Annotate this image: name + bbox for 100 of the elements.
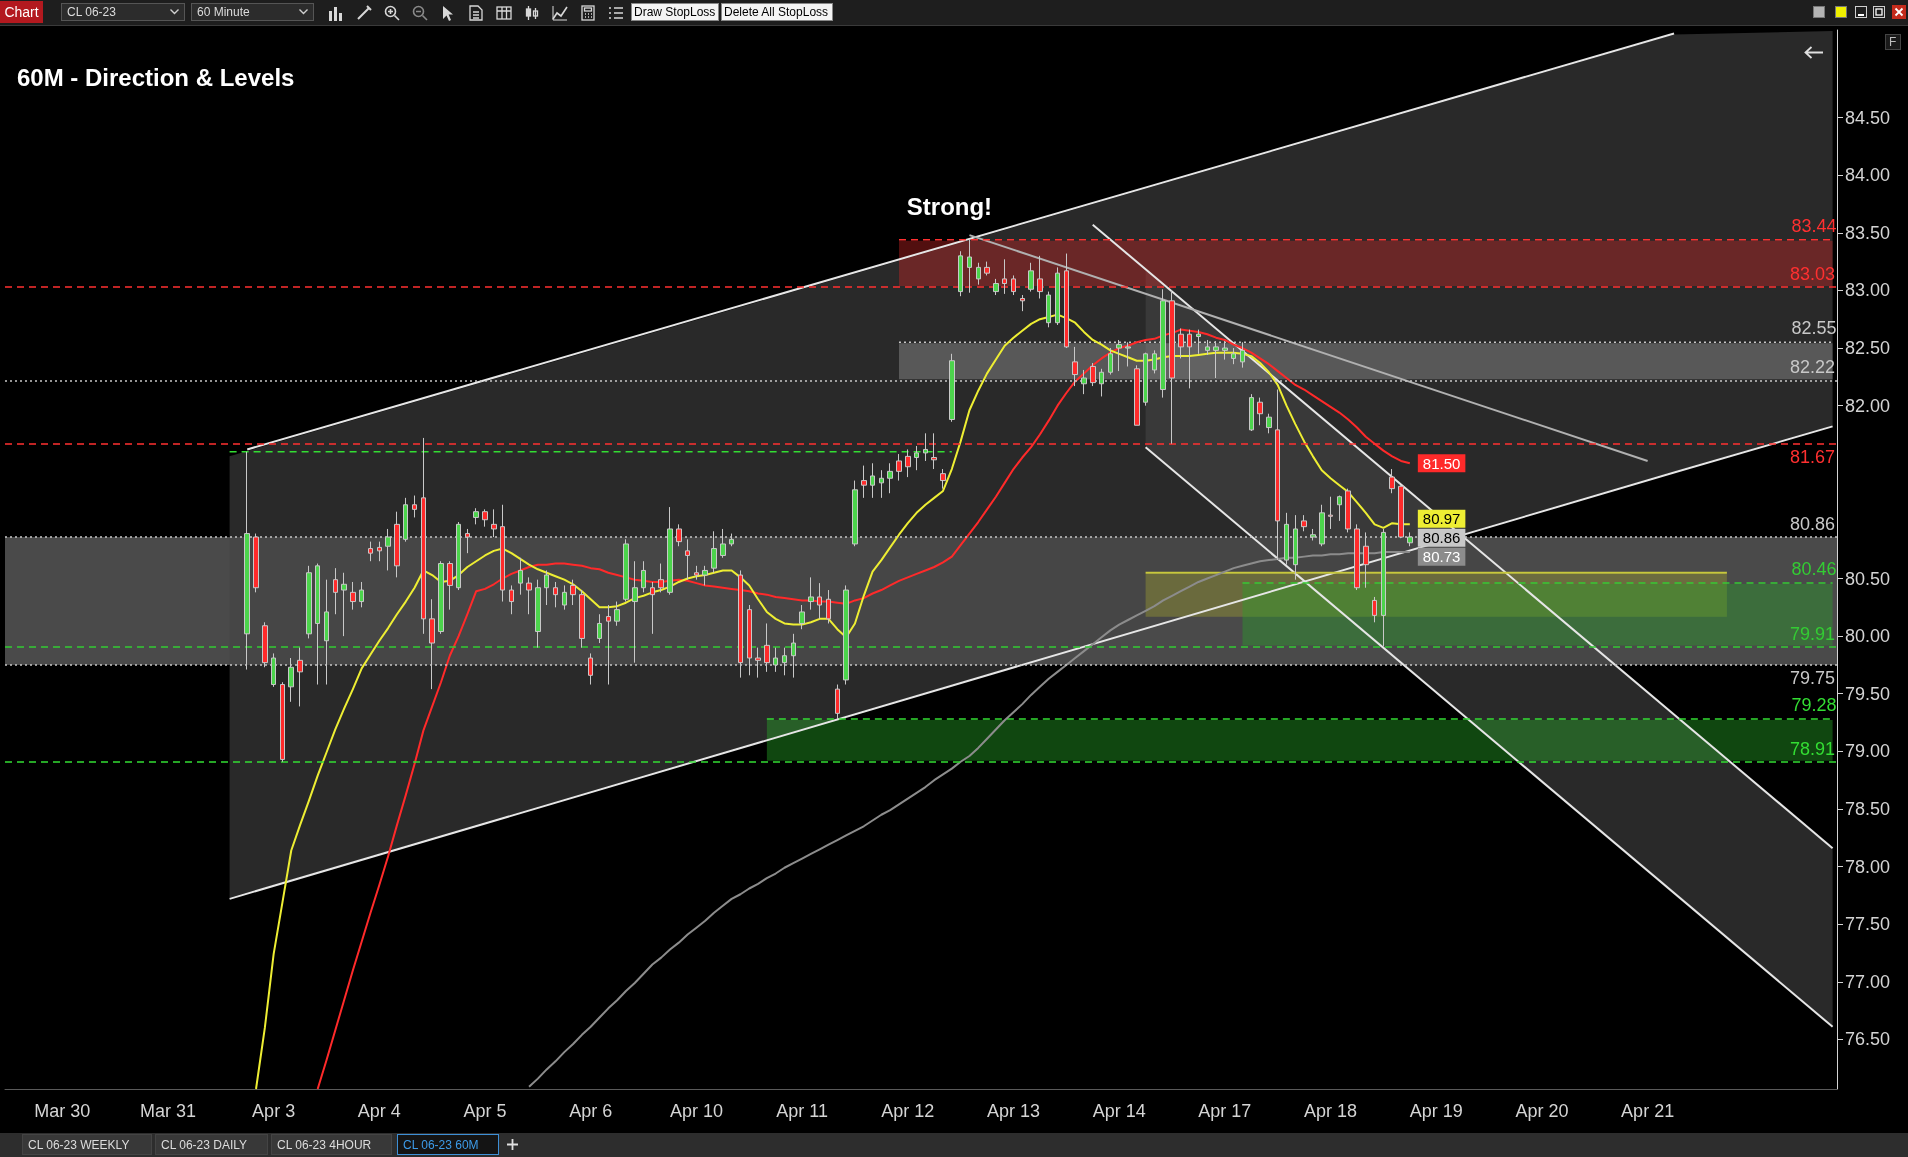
candlestick xyxy=(861,465,867,499)
x-tick-label: Apr 5 xyxy=(463,1101,507,1121)
candlestick xyxy=(535,579,541,649)
candlestick xyxy=(412,495,417,518)
candlestick xyxy=(1328,496,1333,530)
candlestick xyxy=(526,576,532,615)
ref-line-label: 79.75 xyxy=(1789,667,1835,688)
candlestick xyxy=(518,557,523,596)
x-tick-label: Mar 30 xyxy=(34,1101,91,1121)
y-tick-label: 78.50 xyxy=(1845,798,1891,819)
candlestick xyxy=(597,613,602,644)
y-tick-label: 84.50 xyxy=(1845,107,1891,128)
x-tick-label: Apr 12 xyxy=(881,1101,935,1121)
candlestick xyxy=(1266,413,1272,434)
candlestick xyxy=(368,541,373,562)
candlestick xyxy=(333,567,338,615)
y-tick-label: 82.00 xyxy=(1845,395,1891,416)
candlestick xyxy=(940,468,946,490)
x-tick-label: Apr 3 xyxy=(252,1101,296,1121)
data-label: 80.46 xyxy=(1791,559,1837,580)
candlestick xyxy=(280,681,285,763)
candlestick xyxy=(562,584,567,611)
candlestick xyxy=(1055,266,1060,326)
candlestick xyxy=(826,589,831,624)
x-tick-label: Mar 31 xyxy=(139,1101,196,1121)
candlestick xyxy=(1249,393,1254,432)
candlestick xyxy=(905,448,911,478)
x-tick-label: Apr 21 xyxy=(1621,1101,1675,1121)
y-tick-label: 76.50 xyxy=(1845,1029,1891,1050)
text: CL 06-23 WEEKLY xyxy=(28,1138,130,1152)
y-tick-label: 77.50 xyxy=(1845,914,1891,935)
candlestick xyxy=(1345,488,1351,533)
candlestick xyxy=(544,569,549,606)
data-label: 83.44 xyxy=(1791,215,1837,236)
candlestick xyxy=(817,582,822,620)
candlestick xyxy=(702,565,708,586)
y-tick-label: 82.50 xyxy=(1845,338,1891,359)
data-label: 80.97 xyxy=(1422,510,1461,528)
candlestick xyxy=(808,576,814,611)
candlestick xyxy=(306,565,312,639)
ref-line-label: 79.91 xyxy=(1789,623,1835,644)
y-tick-label: 80.50 xyxy=(1845,568,1891,589)
candlestick xyxy=(1257,397,1263,426)
y-tick-label: 80.00 xyxy=(1845,626,1891,647)
y-tick-label: 79.00 xyxy=(1845,741,1891,762)
candlestick xyxy=(509,584,514,615)
text: 60 Minute xyxy=(197,5,250,19)
x-tick-label: Apr 11 xyxy=(776,1101,828,1121)
data-label: 81.50 xyxy=(1422,454,1461,472)
candlestick xyxy=(1389,468,1395,494)
candlestick xyxy=(1301,514,1307,532)
candlestick xyxy=(650,581,655,635)
candlestick xyxy=(967,239,972,294)
candlestick xyxy=(658,563,664,593)
y-tick-label: 79.50 xyxy=(1845,683,1891,704)
candlestick xyxy=(879,469,884,499)
y-tick-label: 83.50 xyxy=(1845,222,1891,243)
candlestick xyxy=(438,560,444,635)
text: CL 06-23 DAILY xyxy=(161,1138,248,1152)
candlestick xyxy=(976,262,981,286)
x-tick-label: Apr 6 xyxy=(569,1101,613,1121)
candlestick xyxy=(835,684,840,720)
line-series xyxy=(528,551,1411,1088)
ref-line-label: 78.91 xyxy=(1789,738,1835,759)
y-tick-label: 83.00 xyxy=(1845,280,1891,301)
data-label: 79.28 xyxy=(1791,695,1837,716)
candlestick xyxy=(694,565,699,581)
candlestick xyxy=(377,541,382,562)
candlestick xyxy=(923,432,928,462)
candlestick xyxy=(632,560,638,664)
x-tick-label: Apr 18 xyxy=(1304,1101,1358,1121)
candlestick xyxy=(914,445,919,471)
candlestick xyxy=(341,572,347,637)
candlestick xyxy=(1028,262,1034,293)
data-label: 80.73 xyxy=(1422,548,1461,566)
text: F xyxy=(1889,35,1897,49)
text: CL 06-23 xyxy=(67,5,116,19)
candlestick xyxy=(887,462,893,494)
candlestick xyxy=(896,453,902,482)
text: 80.86 xyxy=(1422,529,1461,547)
x-tick-label: Apr 14 xyxy=(1092,1101,1146,1121)
x-tick-label: Apr 19 xyxy=(1409,1101,1463,1121)
candlestick xyxy=(641,560,646,593)
candlestick xyxy=(579,589,585,649)
title-badge: Chart xyxy=(0,1,43,23)
x-tick-label: Apr 4 xyxy=(357,1101,401,1121)
y-tick-label: 77.00 xyxy=(1845,971,1891,992)
candlestick xyxy=(359,581,364,608)
annotation: Strong! xyxy=(906,193,993,221)
ref-line-label: 81.67 xyxy=(1789,446,1835,467)
candlestick xyxy=(1108,347,1113,376)
candlestick xyxy=(1337,495,1342,522)
candlestick xyxy=(958,250,963,297)
candlestick xyxy=(553,581,558,608)
candlestick xyxy=(350,581,356,611)
candlestick xyxy=(993,278,999,296)
x-tick-label: Apr 13 xyxy=(986,1101,1040,1121)
candlestick xyxy=(1372,596,1377,623)
x-tick-label: Apr 17 xyxy=(1198,1101,1252,1121)
candlestick xyxy=(570,579,576,606)
